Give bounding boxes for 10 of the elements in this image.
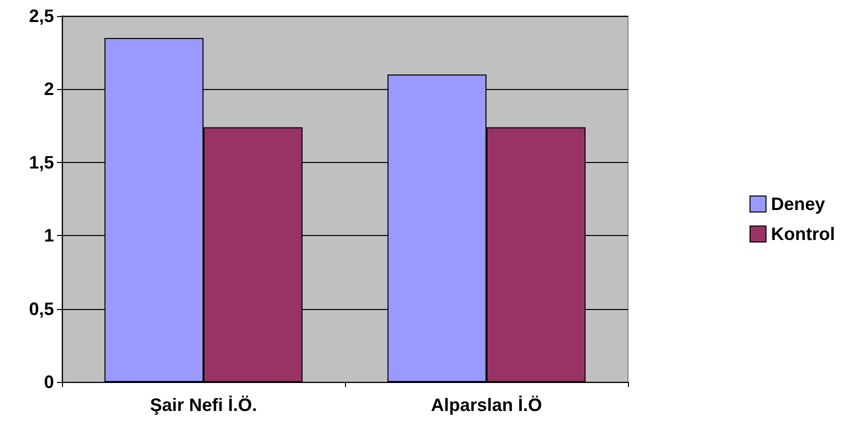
legend-label: Deney — [771, 194, 826, 214]
y-tick-label: 2,5 — [28, 6, 54, 26]
y-tick-label: 0 — [44, 372, 54, 392]
y-tick-label: 1 — [44, 226, 54, 246]
y-tick-label: 1,5 — [28, 152, 54, 172]
x-tick-label: Şair Nefi İ.Ö. — [150, 395, 258, 415]
x-tick-label: Alparslan İ.Ö — [430, 395, 542, 415]
legend-label: Kontrol — [771, 224, 835, 244]
y-tick-label: 0,5 — [28, 298, 54, 319]
y-tick-label: 2 — [44, 79, 54, 100]
